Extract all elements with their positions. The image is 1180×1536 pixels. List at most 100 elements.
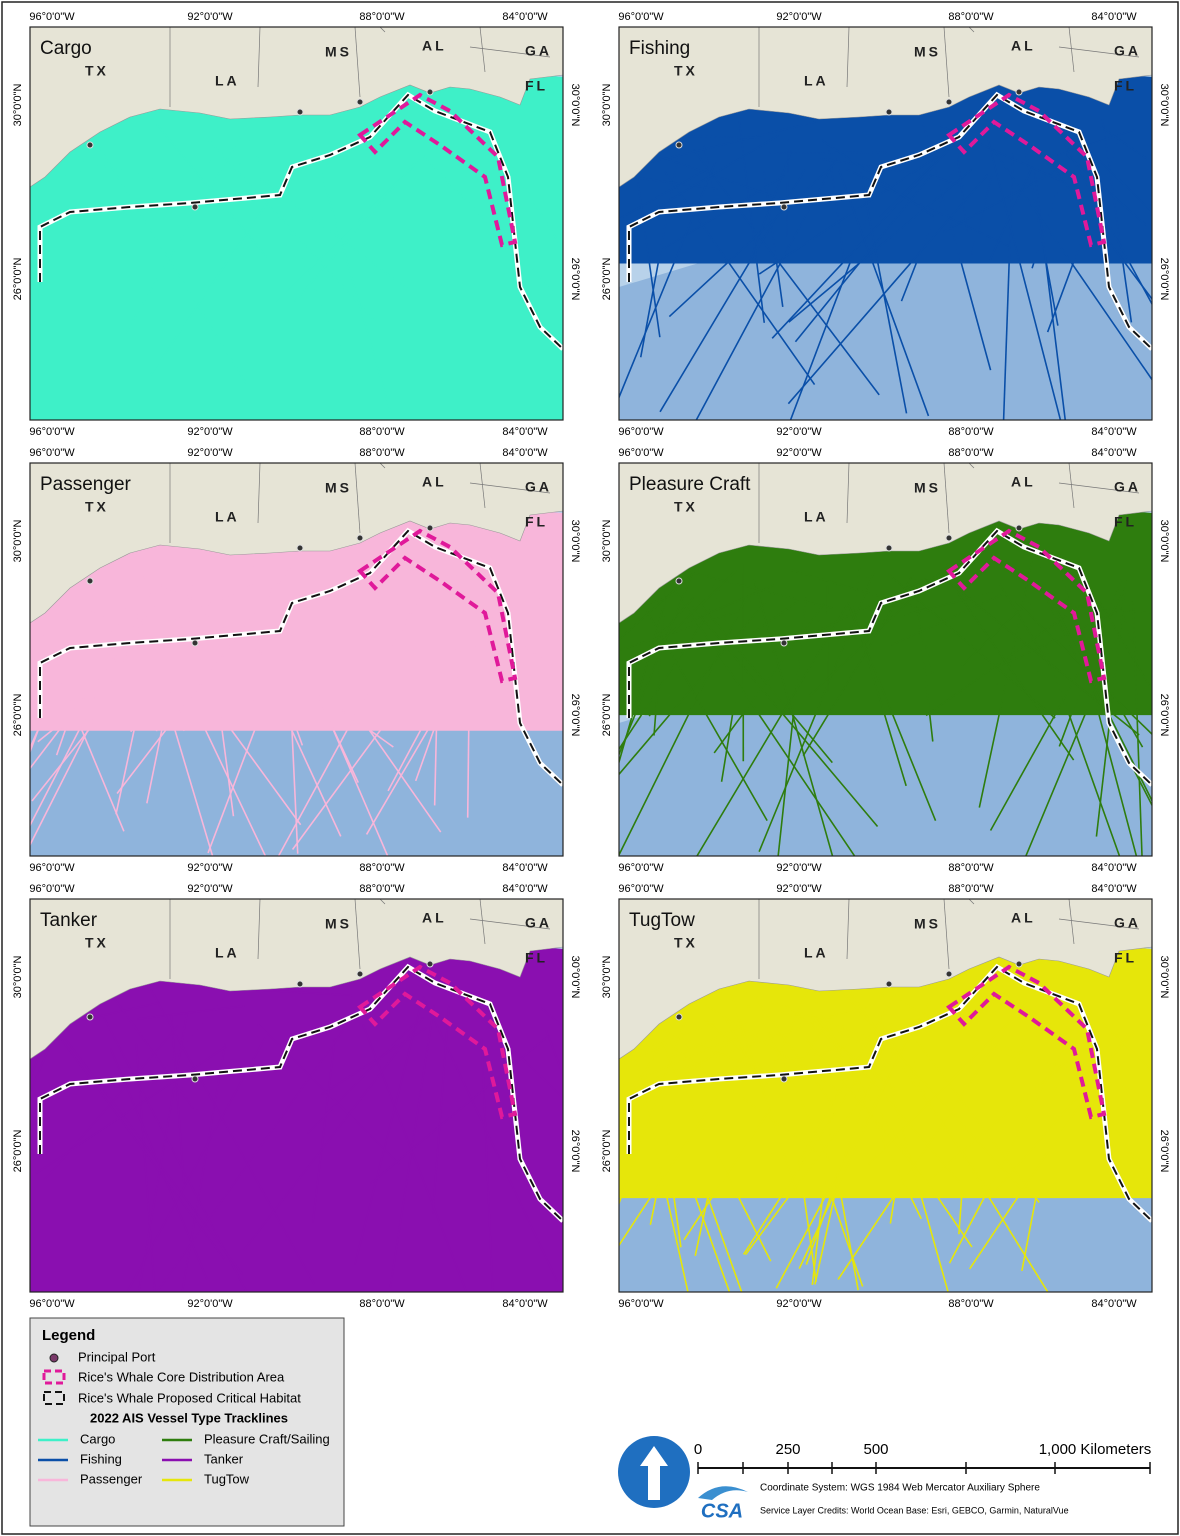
lat-label: 30°0'0"N [601, 520, 613, 563]
lon-label: 84°0'0"W [1091, 883, 1137, 895]
panel-title: Passenger [40, 474, 132, 495]
lon-label: 96°0'0"W [618, 426, 664, 438]
lon-label: 96°0'0"W [618, 883, 664, 895]
state-label: FL [1114, 950, 1137, 966]
lat-label: 26°0'0"N [12, 694, 24, 737]
state-label: LA [804, 73, 829, 89]
lat-label: 30°0'0"N [569, 520, 581, 563]
state-label: GA [1114, 43, 1141, 59]
port [357, 971, 363, 977]
state-label: TX [85, 499, 109, 515]
port [886, 981, 892, 987]
port [1016, 961, 1022, 967]
port [886, 109, 892, 115]
port [297, 981, 303, 987]
lon-label: 92°0'0"W [776, 447, 822, 459]
lon-label: 88°0'0"W [359, 11, 405, 23]
panel-title: Cargo [40, 38, 92, 59]
port [676, 1014, 682, 1020]
port [1016, 89, 1022, 95]
state-label: AL [1011, 474, 1036, 490]
lon-label: 96°0'0"W [29, 447, 75, 459]
lon-label: 88°0'0"W [359, 883, 405, 895]
lat-label: 30°0'0"N [12, 84, 24, 127]
port [676, 142, 682, 148]
port [87, 578, 93, 584]
port [427, 525, 433, 531]
legend-label: Rice's Whale Proposed Critical Habitat [78, 1390, 301, 1405]
lon-label: 92°0'0"W [187, 1298, 233, 1310]
legend-label: Fishing [80, 1451, 122, 1466]
lon-label: 96°0'0"W [618, 447, 664, 459]
state-label: LA [215, 73, 240, 89]
legend-label: TugTow [204, 1471, 250, 1486]
lat-label: 30°0'0"N [1158, 520, 1170, 563]
lon-label: 88°0'0"W [948, 883, 994, 895]
lat-label: 26°0'0"N [601, 694, 613, 737]
lon-label: 84°0'0"W [502, 1298, 548, 1310]
scale-label: 250 [775, 1441, 800, 1458]
port [87, 1014, 93, 1020]
state-label: GA [1114, 915, 1141, 931]
lon-label: 92°0'0"W [776, 1298, 822, 1310]
lon-label: 96°0'0"W [29, 426, 75, 438]
lon-label: 92°0'0"W [187, 11, 233, 23]
lon-label: 88°0'0"W [359, 426, 405, 438]
state-label: LA [215, 509, 240, 525]
lon-label: 88°0'0"W [948, 11, 994, 23]
lat-label: 26°0'0"N [12, 1130, 24, 1173]
state-label: FL [525, 514, 548, 530]
lon-label: 84°0'0"W [502, 883, 548, 895]
state-label: TX [85, 935, 109, 951]
scale-label: 500 [863, 1441, 888, 1458]
lat-label: 26°0'0"N [12, 258, 24, 301]
port [781, 640, 787, 646]
panel-title: Fishing [629, 38, 690, 59]
state-label: AL [1011, 910, 1036, 926]
port [87, 142, 93, 148]
lon-label: 96°0'0"W [618, 1298, 664, 1310]
state-label: TX [674, 63, 698, 79]
lat-label: 26°0'0"N [569, 258, 581, 301]
state-label: MS [325, 480, 352, 496]
trackline [883, 993, 884, 1177]
state-label: AL [422, 474, 447, 490]
state-label: MS [914, 916, 941, 932]
legend-label: Pleasure Craft/Sailing [204, 1431, 330, 1446]
lon-label: 88°0'0"W [359, 1298, 405, 1310]
port [886, 545, 892, 551]
scale-label: 1,000 Kilometers [1039, 1441, 1152, 1458]
lon-label: 84°0'0"W [502, 447, 548, 459]
lon-label: 84°0'0"W [502, 862, 548, 874]
legend-title: Legend [42, 1327, 95, 1344]
port [1016, 525, 1022, 531]
lat-label: 26°0'0"N [601, 258, 613, 301]
lon-label: 92°0'0"W [776, 883, 822, 895]
lon-label: 96°0'0"W [29, 862, 75, 874]
state-label: GA [525, 915, 552, 931]
lat-label: 30°0'0"N [569, 84, 581, 127]
state-label: FL [1114, 78, 1137, 94]
lon-label: 84°0'0"W [502, 11, 548, 23]
port [427, 89, 433, 95]
lon-label: 96°0'0"W [618, 862, 664, 874]
legend-label: Passenger [80, 1471, 143, 1486]
lon-label: 96°0'0"W [618, 11, 664, 23]
lat-label: 30°0'0"N [12, 520, 24, 563]
lon-label: 84°0'0"W [502, 426, 548, 438]
port [781, 1076, 787, 1082]
lon-label: 92°0'0"W [187, 883, 233, 895]
state-label: GA [525, 43, 552, 59]
lat-label: 30°0'0"N [1158, 956, 1170, 999]
lon-label: 88°0'0"W [948, 1298, 994, 1310]
lon-label: 88°0'0"W [359, 447, 405, 459]
lon-label: 92°0'0"W [187, 862, 233, 874]
lat-label: 26°0'0"N [1158, 694, 1170, 737]
port [297, 109, 303, 115]
lon-label: 96°0'0"W [29, 883, 75, 895]
lon-label: 96°0'0"W [29, 1298, 75, 1310]
state-label: AL [422, 38, 447, 54]
state-label: FL [525, 950, 548, 966]
lon-label: 88°0'0"W [948, 426, 994, 438]
